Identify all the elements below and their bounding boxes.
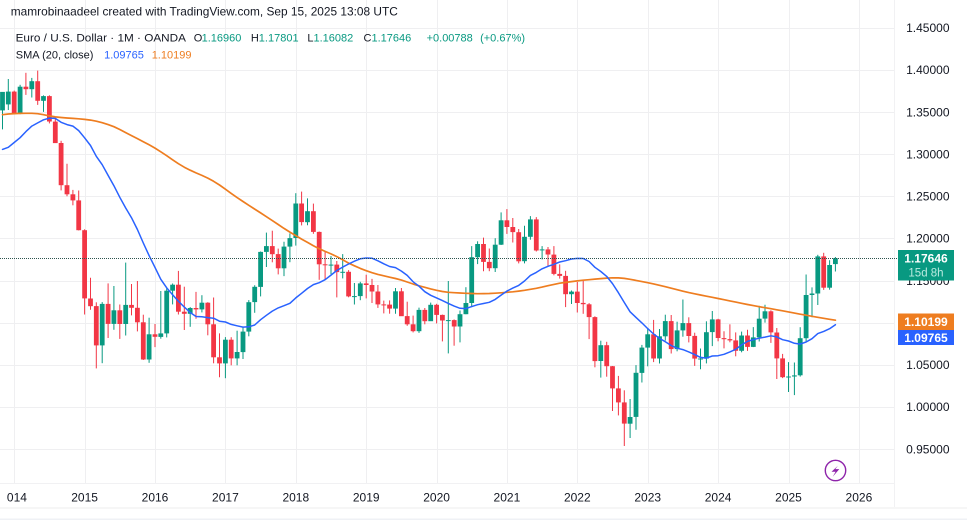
svg-text:O: O [194, 33, 203, 45]
svg-text:1.17646: 1.17646 [372, 33, 412, 45]
svg-text:1.09765: 1.09765 [104, 49, 144, 61]
svg-text:1.30000: 1.30000 [906, 147, 950, 161]
svg-text:2020: 2020 [423, 491, 450, 505]
svg-text:0.95000: 0.95000 [906, 442, 950, 456]
svg-text:2024: 2024 [705, 491, 732, 505]
svg-text:H: H [251, 33, 259, 45]
svg-text:SMA (20, close): SMA (20, close) [16, 49, 94, 61]
svg-text:1.17646: 1.17646 [904, 252, 948, 266]
svg-text:1.25000: 1.25000 [906, 190, 950, 204]
svg-text:15d 8h: 15d 8h [908, 267, 943, 279]
svg-text:1.16960: 1.16960 [202, 33, 242, 45]
svg-text:2025: 2025 [775, 491, 802, 505]
svg-text:+0.00788: +0.00788 [427, 33, 473, 45]
svg-text:1.00000: 1.00000 [906, 400, 950, 414]
svg-text:(+0.67%): (+0.67%) [480, 33, 525, 45]
svg-text:1.35000: 1.35000 [906, 105, 950, 119]
svg-text:2016: 2016 [142, 491, 169, 505]
svg-text:1.16082: 1.16082 [314, 33, 354, 45]
svg-text:1.10199: 1.10199 [904, 315, 948, 329]
svg-text:1.10199: 1.10199 [152, 49, 192, 61]
svg-text:1.05000: 1.05000 [906, 358, 950, 372]
svg-text:2015: 2015 [71, 491, 98, 505]
svg-text:1.09765: 1.09765 [904, 331, 948, 345]
svg-text:2021: 2021 [494, 491, 521, 505]
svg-text:2023: 2023 [634, 491, 661, 505]
svg-text:2022: 2022 [564, 491, 591, 505]
svg-text:mamrobinaadeel created with Tr: mamrobinaadeel created with TradingView.… [11, 4, 398, 18]
svg-text:1.20000: 1.20000 [906, 232, 950, 246]
svg-text:1.17801: 1.17801 [259, 33, 299, 45]
svg-text:2017: 2017 [212, 491, 239, 505]
svg-text:Euro / U.S. Dollar · 1M · OAND: Euro / U.S. Dollar · 1M · OANDA [16, 33, 187, 45]
svg-text:C: C [364, 33, 372, 45]
svg-text:014: 014 [7, 491, 27, 505]
svg-text:L: L [307, 33, 313, 45]
svg-text:1.40000: 1.40000 [906, 63, 950, 77]
svg-text:2018: 2018 [282, 491, 309, 505]
svg-text:1.45000: 1.45000 [906, 21, 950, 35]
svg-text:2019: 2019 [353, 491, 380, 505]
svg-text:2026: 2026 [846, 491, 873, 505]
